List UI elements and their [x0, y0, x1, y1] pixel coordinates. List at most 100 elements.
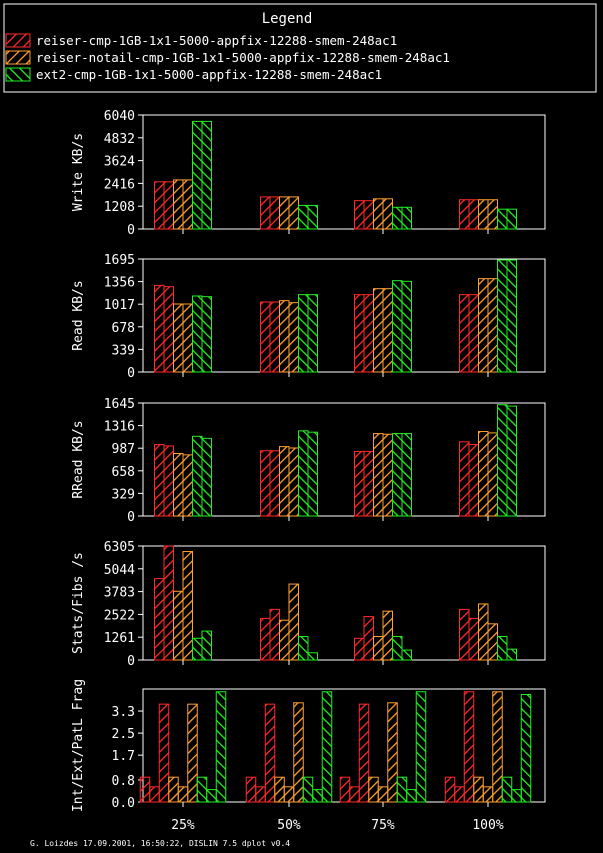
bar: [463, 691, 475, 803]
y-tick-label: 2522: [104, 608, 135, 623]
bar: [192, 295, 203, 373]
bar: [192, 435, 203, 517]
bar: [354, 450, 365, 517]
legend-entry-2: ext2-cmp-1GB-1x1-5000-appfix-12288-smem-…: [36, 67, 382, 82]
bar: [497, 635, 508, 661]
bar: [302, 776, 314, 803]
bar: [298, 430, 309, 517]
bar: [321, 691, 333, 803]
x-tick-label: 25%: [171, 818, 195, 833]
y-tick-label: 1261: [104, 631, 135, 646]
bar: [201, 630, 212, 661]
plot-frame: [142, 114, 546, 230]
bar: [245, 776, 257, 803]
bar: [459, 199, 470, 230]
bar: [382, 198, 393, 230]
bar: [260, 301, 271, 373]
bar: [478, 199, 489, 230]
bar: [269, 450, 280, 517]
bar: [392, 280, 403, 373]
bar: [354, 637, 365, 661]
bar: [260, 450, 271, 517]
y-tick-label: 329: [112, 487, 135, 502]
bar: [163, 545, 174, 661]
bar: [401, 280, 412, 373]
bar: [468, 617, 479, 661]
x-tick-label: 100%: [472, 818, 503, 833]
bar: [487, 199, 498, 230]
bar: [497, 259, 508, 373]
bar: [339, 776, 351, 803]
y-tick-label: 4832: [104, 132, 135, 147]
bar: [163, 286, 174, 373]
bar: [497, 208, 508, 230]
bar: [382, 288, 393, 373]
bar: [298, 294, 309, 373]
bar: [473, 776, 484, 803]
legend-entry-0: reiser-cmp-1GB-1x1-5000-appfix-12288-sme…: [36, 33, 397, 48]
panel-1: 0 339 678 1017 1356 1695 Read KB/s: [71, 253, 546, 381]
y-tick-label: 3783: [104, 586, 135, 601]
bar: [269, 196, 280, 230]
y-tick-label: 678: [112, 321, 135, 336]
y-tick-label: 6305: [104, 540, 135, 555]
y-tick-label: 0: [127, 510, 135, 525]
bar: [149, 786, 160, 803]
y-tick-label: 2416: [104, 177, 135, 192]
bar: [173, 452, 184, 517]
bar: [182, 303, 193, 373]
bar: [373, 288, 384, 373]
bar: [487, 278, 498, 373]
bar: [520, 694, 532, 803]
bar: [269, 608, 280, 661]
y-tick-label: 3624: [104, 155, 135, 170]
y-axis-label: Int/Ext/PatL Frag: [71, 679, 86, 812]
bar: [468, 294, 479, 373]
bar: [168, 776, 179, 803]
bar: [307, 652, 318, 661]
bar: [177, 786, 189, 803]
bar: [401, 206, 412, 230]
bar: [482, 786, 494, 803]
plot-frame: [142, 402, 546, 517]
y-tick-label: 0: [127, 654, 135, 669]
bar: [468, 199, 479, 230]
bar: [459, 441, 470, 517]
bar: [298, 204, 309, 230]
bar: [459, 294, 470, 373]
y-tick-label: 0: [127, 223, 135, 238]
bar: [406, 789, 417, 803]
y-axis-label: Read KB/s: [71, 280, 86, 350]
legend-entry-1: reiser-notail-cmp-1GB-1x1-5000-appfix-12…: [36, 50, 450, 65]
bar: [173, 590, 184, 661]
bar: [187, 703, 198, 803]
y-axis-label: RRead KB/s: [71, 420, 86, 498]
y-tick-label: 1.7: [112, 749, 135, 764]
bar: [269, 301, 280, 373]
x-tick-label: 75%: [371, 818, 395, 833]
bar: [382, 610, 393, 661]
panel-4: 0.0 0.8 1.7 2.5 3.3 Int/Ext/PatL Frag 25% 50% 75…: [71, 679, 546, 833]
y-tick-label: 1017: [104, 298, 135, 313]
bar: [387, 702, 398, 803]
y-tick-label: 0.0: [112, 796, 135, 811]
bar: [349, 786, 360, 803]
bar: [192, 637, 203, 661]
bar: [192, 120, 203, 230]
bar: [279, 619, 290, 661]
bar: [255, 786, 266, 803]
bar: [459, 608, 470, 661]
legend-swatch-1: [5, 50, 31, 65]
bar: [444, 776, 456, 803]
bar: [206, 789, 217, 803]
bar: [363, 450, 374, 517]
bar: [358, 703, 370, 803]
y-axis-label: Stats/Fibs /s: [71, 552, 86, 654]
legend-box: [3, 3, 597, 93]
bar: [354, 294, 365, 373]
bar: [279, 446, 290, 517]
bar: [163, 181, 174, 230]
y-tick-label: 6040: [104, 109, 135, 124]
y-axis-label: Write KB/s: [71, 133, 86, 211]
